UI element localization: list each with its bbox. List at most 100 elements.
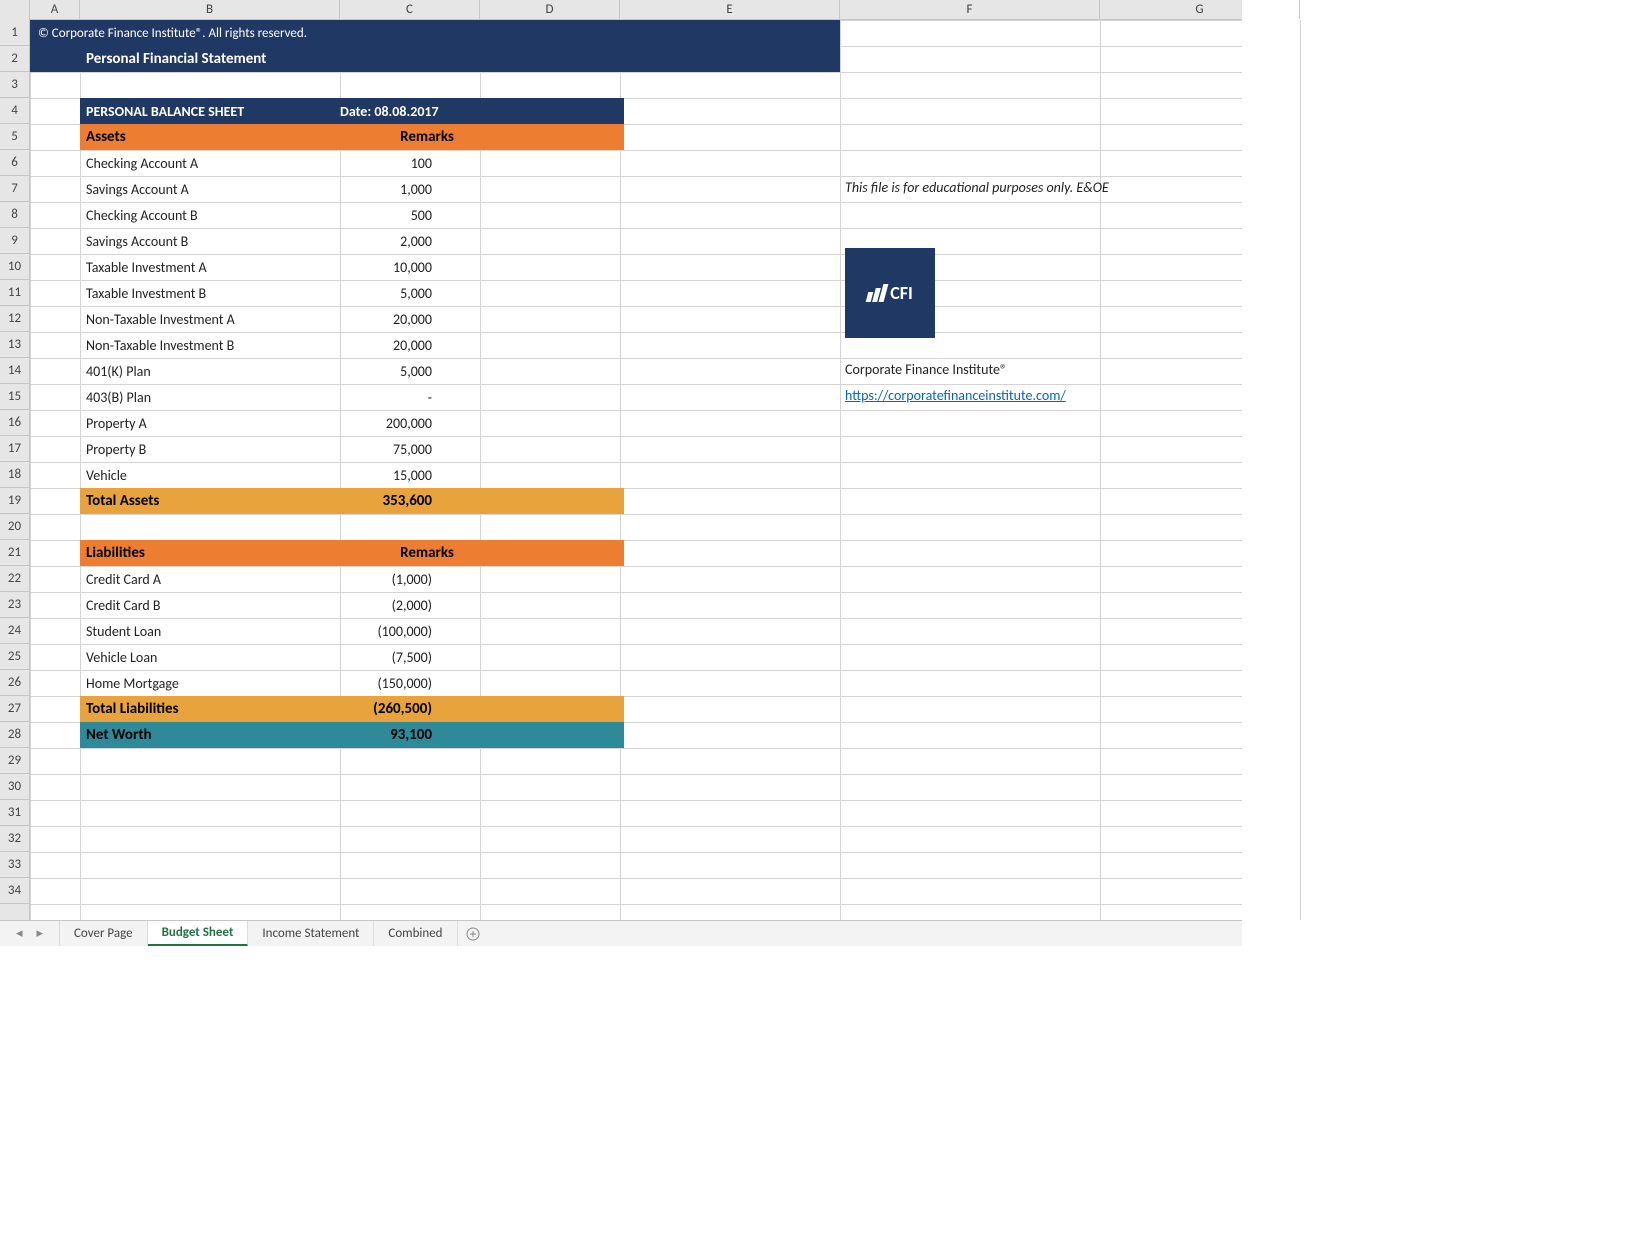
sheet-tab[interactable]: Income Statement: [248, 921, 374, 946]
row-header-8[interactable]: 8: [0, 202, 29, 228]
liability-value: (7,500): [280, 649, 440, 666]
row-header-14[interactable]: 14: [0, 358, 29, 384]
row-header-16[interactable]: 16: [0, 410, 29, 436]
sheet-tab[interactable]: Budget Sheet: [148, 921, 249, 946]
select-all-corner[interactable]: [0, 0, 30, 20]
column-header-E[interactable]: E: [620, 0, 840, 19]
row-header-18[interactable]: 18: [0, 462, 29, 488]
liability-row[interactable]: Home Mortgage(150,000): [80, 670, 624, 696]
asset-value: -: [280, 389, 440, 406]
row-header-3[interactable]: 3: [0, 72, 29, 98]
row-header-26[interactable]: 26: [0, 670, 29, 696]
asset-value: 10,000: [280, 259, 440, 276]
liability-row[interactable]: Credit Card B(2,000): [80, 592, 624, 618]
row-header-11[interactable]: 11: [0, 280, 29, 306]
asset-row[interactable]: 401(K) Plan5,000: [80, 358, 624, 384]
column-header-B[interactable]: B: [80, 0, 340, 19]
row-header-1[interactable]: 1: [0, 20, 29, 46]
liability-row[interactable]: Credit Card A(1,000): [80, 566, 624, 592]
row-header-29[interactable]: 29: [0, 748, 29, 774]
row-header-28[interactable]: 28: [0, 722, 29, 748]
asset-row[interactable]: Vehicle15,000: [80, 462, 624, 488]
tab-next-icon[interactable]: ▸: [37, 926, 44, 941]
asset-value: 75,000: [280, 441, 440, 458]
asset-value: 20,000: [280, 337, 440, 354]
row-header-9[interactable]: 9: [0, 228, 29, 254]
cfi-logo-bars-icon: [867, 284, 886, 302]
row-header-27[interactable]: 27: [0, 696, 29, 722]
column-header-D[interactable]: D: [480, 0, 620, 19]
asset-value: 5,000: [280, 285, 440, 302]
sheet-tab-bar: ◂ ▸ Cover PageBudget SheetIncome Stateme…: [0, 920, 1242, 946]
row-header-19[interactable]: 19: [0, 488, 29, 514]
asset-label: Taxable Investment B: [80, 285, 280, 302]
asset-label: Property A: [80, 415, 280, 432]
liability-row[interactable]: Vehicle Loan(7,500): [80, 644, 624, 670]
new-sheet-button[interactable]: [458, 921, 488, 946]
sheet-tab[interactable]: Combined: [374, 921, 457, 946]
asset-row[interactable]: Savings Account A1,000: [80, 176, 624, 202]
assets-remarks-label: Remarks: [340, 128, 624, 146]
asset-label: Vehicle: [80, 467, 280, 484]
statement-title: Personal Financial Statement: [86, 50, 266, 68]
row-header-13[interactable]: 13: [0, 332, 29, 358]
column-header-G[interactable]: G: [1100, 0, 1300, 19]
row-header-17[interactable]: 17: [0, 436, 29, 462]
row-header-7[interactable]: 7: [0, 176, 29, 202]
org-name: Corporate Finance Institute®: [845, 361, 1007, 378]
column-header-F[interactable]: F: [840, 0, 1100, 19]
cfi-logo: CFI: [845, 248, 935, 338]
asset-row[interactable]: Checking Account B500: [80, 202, 624, 228]
row-header-34[interactable]: 34: [0, 878, 29, 904]
liability-row[interactable]: Student Loan(100,000): [80, 618, 624, 644]
liability-value: (100,000): [280, 623, 440, 640]
row-header-24[interactable]: 24: [0, 618, 29, 644]
row-headers: 1234567891011121314151617181920212223242…: [0, 20, 30, 920]
total-assets-label: Total Assets: [80, 492, 280, 510]
asset-label: Checking Account A: [80, 155, 280, 172]
asset-row[interactable]: Property A200,000: [80, 410, 624, 436]
row-header-12[interactable]: 12: [0, 306, 29, 332]
asset-row[interactable]: Checking Account A100: [80, 150, 624, 176]
grid-area[interactable]: © Corporate Finance Institute®. All righ…: [30, 20, 1242, 920]
row-header-33[interactable]: 33: [0, 852, 29, 878]
asset-row[interactable]: Non-Taxable Investment A20,000: [80, 306, 624, 332]
row-header-5[interactable]: 5: [0, 124, 29, 150]
sheet-tab[interactable]: Cover Page: [60, 921, 148, 946]
tab-nav-arrows[interactable]: ◂ ▸: [0, 921, 60, 946]
liability-label: Student Loan: [80, 623, 280, 640]
asset-label: Non-Taxable Investment B: [80, 337, 280, 354]
column-header-C[interactable]: C: [340, 0, 480, 19]
row-header-30[interactable]: 30: [0, 774, 29, 800]
column-headers: ABCDEFG: [0, 0, 1242, 20]
plus-circle-icon: [466, 927, 480, 941]
row-header-15[interactable]: 15: [0, 384, 29, 410]
row-header-22[interactable]: 22: [0, 566, 29, 592]
liability-value: (150,000): [280, 675, 440, 692]
asset-row[interactable]: 403(B) Plan-: [80, 384, 624, 410]
asset-value: 2,000: [280, 233, 440, 250]
asset-row[interactable]: Non-Taxable Investment B20,000: [80, 332, 624, 358]
row-header-4[interactable]: 4: [0, 98, 29, 124]
row-header-23[interactable]: 23: [0, 592, 29, 618]
asset-row[interactable]: Taxable Investment B5,000: [80, 280, 624, 306]
column-header-A[interactable]: A: [30, 0, 80, 19]
row-header-2[interactable]: 2: [0, 46, 29, 72]
row-header-10[interactable]: 10: [0, 254, 29, 280]
asset-row[interactable]: Property B75,000: [80, 436, 624, 462]
asset-row[interactable]: Savings Account B2,000: [80, 228, 624, 254]
asset-label: Savings Account A: [80, 181, 280, 198]
row-header-21[interactable]: 21: [0, 540, 29, 566]
asset-row[interactable]: Taxable Investment A10,000: [80, 254, 624, 280]
liability-value: (2,000): [280, 597, 440, 614]
org-link[interactable]: https://corporatefinanceinstitute.com/: [845, 387, 1066, 404]
balance-sheet-date: Date: 08.08.2017: [340, 103, 439, 120]
row-header-32[interactable]: 32: [0, 826, 29, 852]
spreadsheet: ABCDEFG 12345678910111213141516171819202…: [0, 0, 1242, 946]
row-header-31[interactable]: 31: [0, 800, 29, 826]
tab-prev-icon[interactable]: ◂: [16, 926, 23, 941]
row-header-25[interactable]: 25: [0, 644, 29, 670]
row-header-20[interactable]: 20: [0, 514, 29, 540]
balance-sheet-title: PERSONAL BALANCE SHEET: [80, 103, 340, 120]
row-header-6[interactable]: 6: [0, 150, 29, 176]
